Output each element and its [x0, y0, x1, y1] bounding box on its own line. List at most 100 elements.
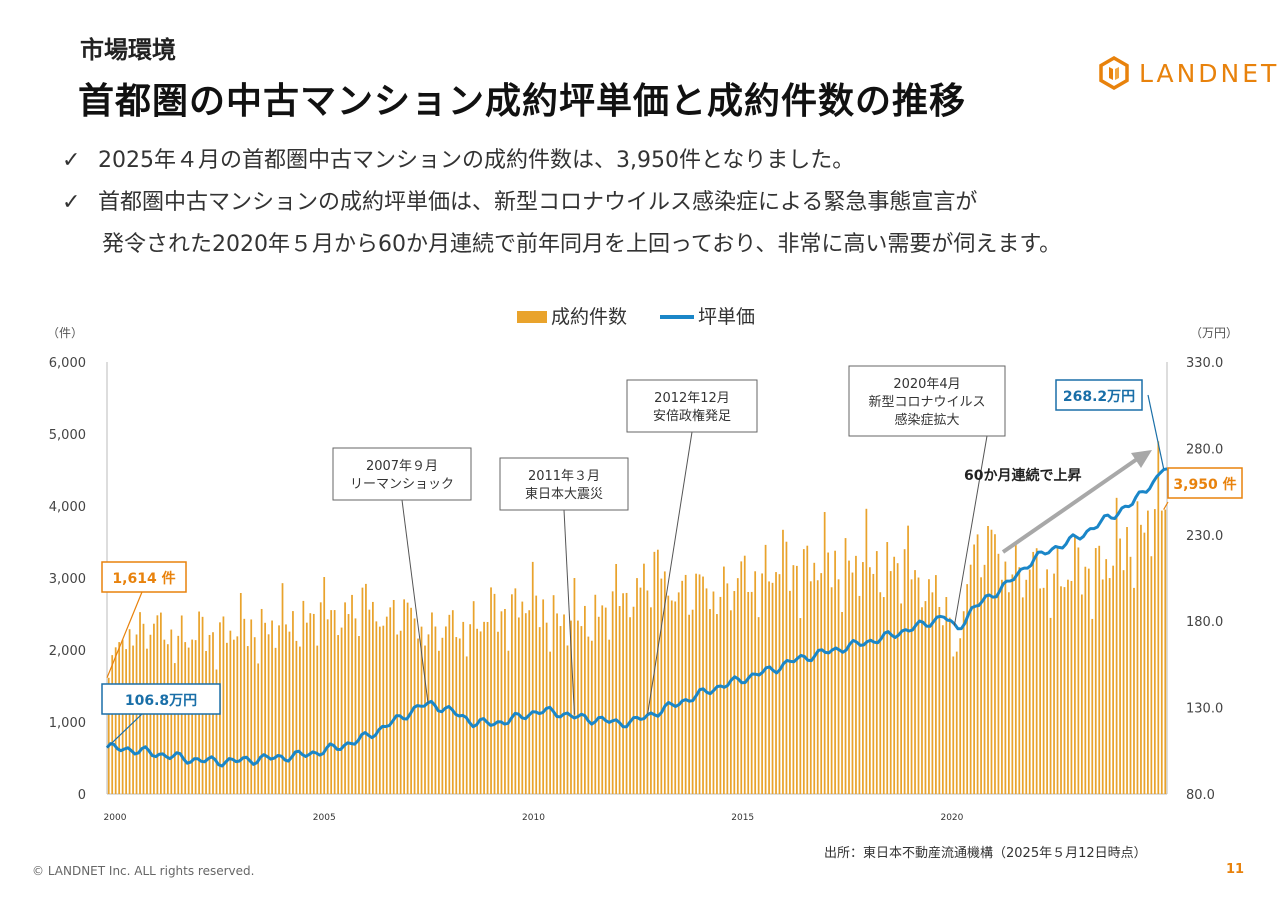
bar — [226, 642, 228, 794]
bar — [420, 626, 423, 794]
bar — [215, 669, 218, 794]
bar — [288, 631, 291, 794]
bar — [931, 592, 934, 794]
bar — [677, 592, 680, 794]
bar — [351, 594, 353, 794]
bar — [604, 607, 607, 794]
bar — [1164, 509, 1167, 794]
bar — [1074, 534, 1076, 794]
bar — [865, 508, 868, 794]
left-axis-unit: （件） — [47, 326, 83, 340]
bar — [674, 601, 677, 794]
bar — [1011, 574, 1014, 794]
bar — [636, 578, 638, 794]
bar — [184, 642, 187, 794]
bar — [316, 645, 319, 794]
bar — [1098, 545, 1101, 794]
bar — [1091, 618, 1094, 794]
bar — [806, 545, 809, 794]
bar — [299, 646, 301, 794]
bar — [695, 573, 697, 794]
bar — [264, 622, 266, 794]
bar — [448, 614, 451, 794]
bar — [809, 581, 812, 794]
trend-label: 60か月連続で上昇 — [964, 467, 1081, 484]
bar — [1032, 551, 1035, 794]
bar — [622, 593, 624, 794]
bar — [778, 574, 781, 794]
left-tick-label: 2,000 — [49, 644, 86, 659]
bar — [451, 610, 454, 794]
bar — [775, 572, 777, 794]
bar — [667, 595, 670, 794]
bar — [312, 613, 315, 794]
bar — [743, 555, 746, 794]
bar — [959, 638, 962, 794]
bar — [868, 567, 871, 794]
bar — [646, 590, 649, 794]
bar — [611, 591, 614, 794]
bar — [983, 564, 986, 794]
bar — [243, 618, 246, 794]
bar — [340, 627, 343, 794]
bar — [538, 627, 541, 794]
bar — [1067, 579, 1069, 794]
bar — [1101, 579, 1104, 794]
bar — [1001, 579, 1003, 794]
annotation-box — [626, 379, 758, 433]
bar — [365, 583, 367, 794]
bar — [1126, 527, 1128, 794]
page-number: 11 — [1226, 862, 1245, 877]
x-tick-label: 2000 — [104, 813, 127, 823]
bar — [399, 630, 402, 794]
bar — [490, 587, 492, 794]
bar — [549, 651, 551, 794]
bar — [521, 601, 524, 794]
bar — [271, 620, 273, 794]
bar — [754, 571, 757, 794]
bar — [660, 578, 663, 794]
bar — [462, 621, 465, 794]
x-tick-label: 2010 — [522, 813, 545, 823]
callout-label: 268.2万円 — [1063, 389, 1135, 405]
bullet-text: 首都圏中古マンションの成約坪単価は、新型コロナウイルス感染症による緊急事態宣言が — [98, 190, 978, 215]
bar — [107, 677, 110, 794]
bar — [392, 599, 395, 794]
bar — [900, 603, 902, 794]
bullet-item: ✓ 2025年４月の首都圏中古マンションの成約件数は、3,950件となりました。 — [62, 140, 1061, 182]
bar — [504, 608, 506, 794]
bar — [987, 526, 989, 794]
bar — [782, 529, 784, 794]
bar — [1122, 570, 1125, 794]
bar — [941, 625, 944, 794]
annotation-text: 2012年12月 — [654, 391, 730, 406]
bar — [924, 601, 927, 794]
bar — [650, 607, 652, 794]
bar — [928, 579, 930, 794]
bar — [917, 577, 920, 794]
bar — [472, 601, 475, 794]
left-tick-label: 5,000 — [49, 428, 86, 443]
bar — [111, 655, 114, 794]
callout-box — [1055, 379, 1143, 411]
bar — [601, 605, 604, 794]
bar — [333, 610, 336, 794]
bar — [629, 617, 631, 794]
bar — [361, 587, 364, 794]
bar — [921, 607, 923, 794]
check-icon: ✓ — [62, 148, 81, 173]
legend-label-price: 坪単価 — [698, 306, 755, 328]
bar — [1018, 567, 1021, 794]
bar — [656, 549, 659, 794]
bar — [813, 562, 816, 794]
bar — [114, 647, 117, 794]
bar — [851, 572, 854, 794]
bar — [396, 634, 399, 794]
bar — [305, 622, 308, 794]
bar — [257, 663, 260, 794]
bar — [552, 595, 555, 794]
bar — [733, 591, 736, 794]
price-line — [105, 467, 1168, 768]
bar — [375, 621, 378, 794]
annotation-leader — [401, 499, 429, 703]
